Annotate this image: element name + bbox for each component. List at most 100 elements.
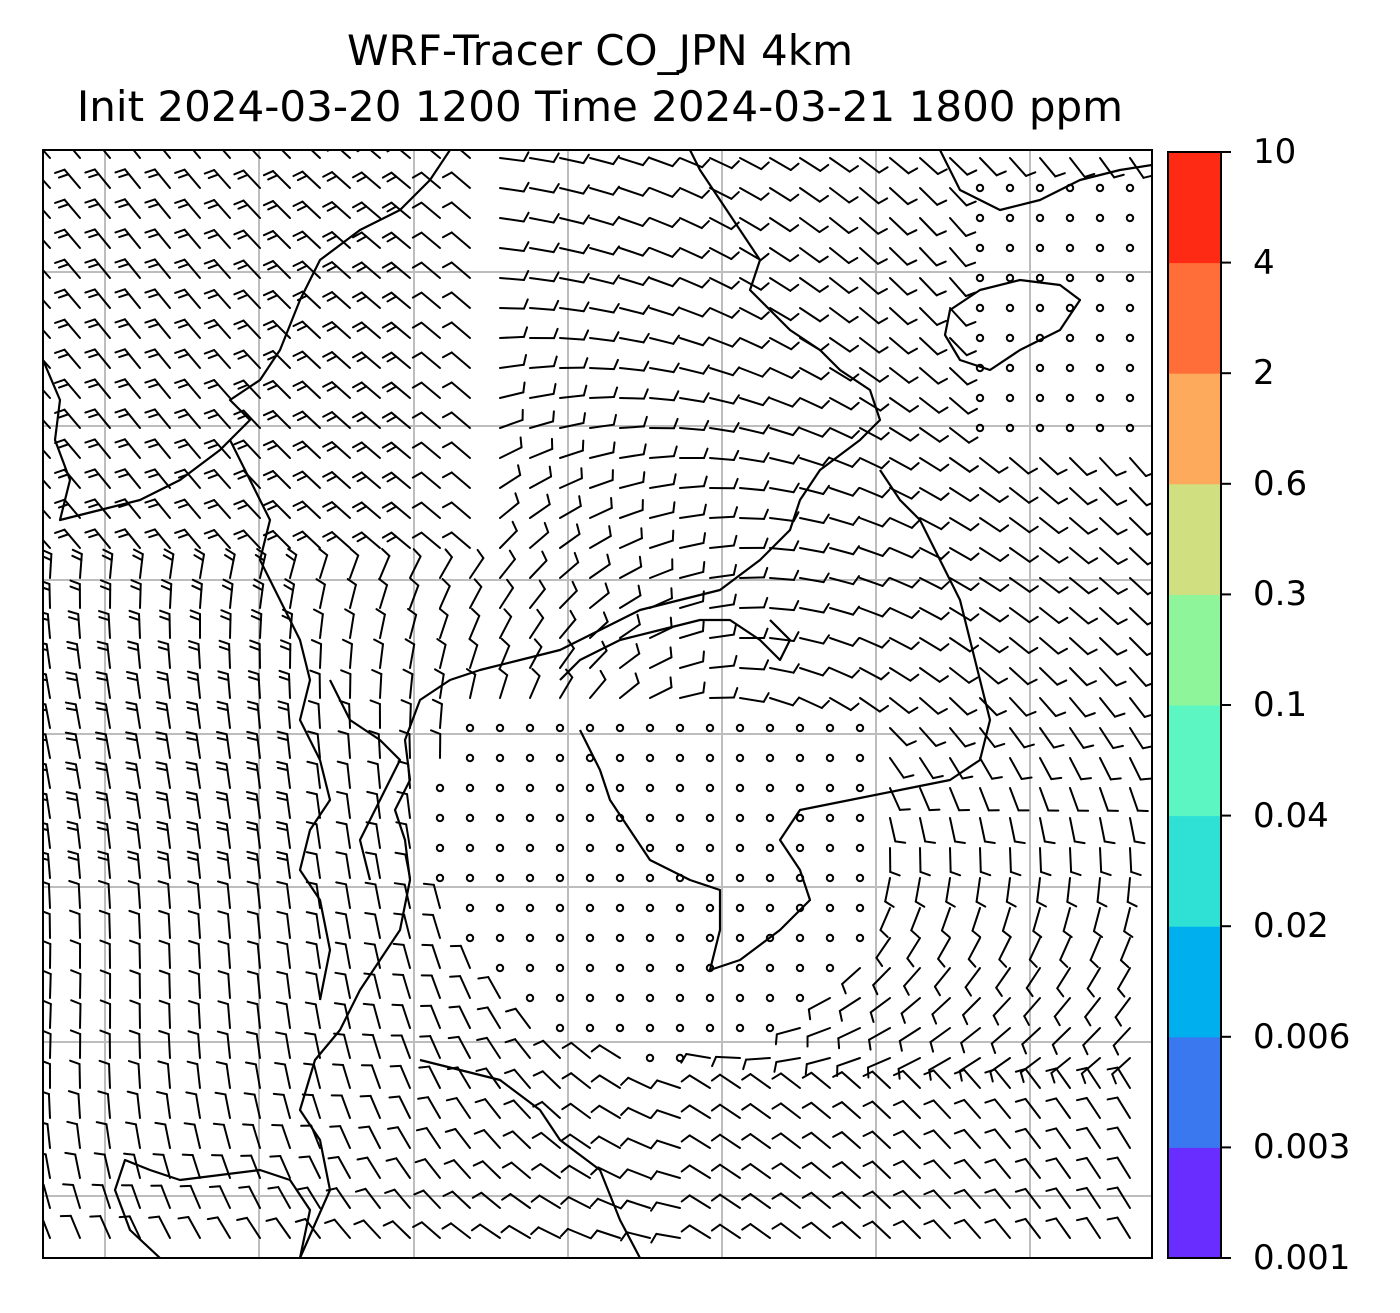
calm-wind-marker bbox=[585, 723, 595, 733]
wind-barb bbox=[559, 412, 586, 429]
wind-barb bbox=[953, 1068, 981, 1089]
wind-barb bbox=[769, 631, 800, 642]
calm-wind-marker bbox=[1035, 213, 1045, 223]
wind-barb bbox=[1039, 517, 1069, 534]
wind-barb bbox=[1119, 937, 1131, 969]
calm-wind-marker bbox=[645, 723, 655, 733]
wind-barb bbox=[859, 217, 888, 235]
wind-barb bbox=[54, 318, 81, 339]
wind-barb bbox=[741, 1193, 771, 1209]
wind-barb bbox=[472, 1160, 501, 1179]
calm-wind-marker bbox=[765, 903, 775, 913]
wind-barb bbox=[245, 1061, 261, 1089]
wind-barb bbox=[529, 550, 548, 579]
calm-wind-marker bbox=[855, 813, 865, 823]
wind-barb bbox=[187, 880, 201, 909]
wind-barb bbox=[799, 513, 830, 524]
calm-wind-marker bbox=[1065, 243, 1075, 253]
calm-wind-marker bbox=[1005, 393, 1015, 403]
wind-barb bbox=[43, 1152, 51, 1179]
wind-barb bbox=[1056, 967, 1071, 998]
wind-barb bbox=[650, 1201, 681, 1212]
calm-wind-marker bbox=[495, 753, 505, 763]
wind-barb bbox=[906, 937, 921, 968]
calm-wind-marker bbox=[1065, 183, 1075, 193]
wind-barb bbox=[292, 290, 321, 309]
calm-wind-marker bbox=[525, 873, 535, 883]
wind-barb bbox=[561, 1072, 591, 1089]
wind-barb bbox=[441, 411, 471, 429]
wind-barb bbox=[505, 1007, 531, 1029]
wind-barb bbox=[93, 1152, 111, 1179]
wind-barb bbox=[889, 187, 918, 206]
calm-wind-marker bbox=[675, 963, 685, 973]
wind-barb bbox=[188, 969, 201, 999]
wind-barb bbox=[243, 1092, 261, 1119]
wind-barb bbox=[95, 671, 111, 699]
wind-barb bbox=[841, 967, 861, 995]
calm-wind-marker bbox=[1125, 363, 1135, 373]
wind-barb bbox=[710, 1133, 741, 1149]
coastline-peninsula bbox=[579, 469, 992, 972]
wind-barb bbox=[801, 1131, 831, 1149]
wind-barb bbox=[174, 498, 201, 519]
wind-barb bbox=[769, 600, 800, 612]
wind-barb bbox=[233, 259, 261, 279]
calm-wind-marker bbox=[645, 873, 655, 883]
calm-wind-marker bbox=[765, 873, 775, 883]
wind-barb bbox=[306, 790, 321, 819]
wind-barb bbox=[868, 1027, 891, 1051]
wind-barb bbox=[447, 1035, 471, 1059]
wind-barb bbox=[329, 1125, 351, 1149]
wind-barb bbox=[216, 820, 231, 849]
wind-barb bbox=[889, 607, 920, 620]
wind-barb bbox=[1025, 967, 1041, 998]
wind-barb bbox=[387, 1126, 411, 1149]
wind-barb bbox=[336, 790, 351, 819]
wind-barb bbox=[91, 1183, 111, 1209]
wind-barb bbox=[649, 417, 679, 430]
wind-barb bbox=[1009, 547, 1039, 563]
wind-barb bbox=[1039, 667, 1068, 686]
calm-wind-marker bbox=[855, 753, 865, 763]
wind-barb bbox=[679, 187, 710, 199]
wind-barb bbox=[559, 580, 578, 609]
wind-barb bbox=[162, 150, 171, 159]
wind-barb bbox=[862, 1190, 891, 1209]
wind-barb bbox=[1129, 787, 1149, 812]
wind-barb bbox=[1069, 637, 1098, 656]
wind-barb bbox=[1069, 817, 1086, 845]
wind-barb bbox=[156, 820, 171, 849]
wind-barb bbox=[499, 436, 523, 459]
wind-barb bbox=[292, 170, 321, 189]
wind-barb bbox=[412, 1221, 441, 1239]
wind-barb bbox=[262, 230, 291, 249]
calm-wind-marker bbox=[1095, 243, 1105, 253]
calm-wind-marker bbox=[1125, 273, 1135, 283]
calm-wind-marker bbox=[435, 783, 445, 793]
wind-barb bbox=[114, 348, 141, 369]
wind-barb bbox=[246, 1000, 261, 1029]
calm-wind-marker bbox=[1125, 423, 1135, 433]
wind-barb bbox=[984, 1128, 1011, 1149]
wind-barb bbox=[889, 427, 920, 442]
calm-wind-marker bbox=[1005, 363, 1015, 373]
wind-barb bbox=[971, 907, 982, 939]
wind-barb bbox=[530, 1194, 561, 1209]
wind-barb bbox=[144, 258, 171, 279]
wind-barb bbox=[476, 1036, 501, 1059]
wind-barb bbox=[65, 761, 81, 789]
wind-barb bbox=[919, 367, 948, 385]
wind-barb bbox=[801, 1161, 831, 1179]
wind-barb bbox=[1075, 1066, 1101, 1089]
wind-barb bbox=[341, 638, 353, 669]
wind-barb bbox=[739, 452, 770, 463]
wind-barb bbox=[156, 670, 171, 699]
wind-barb bbox=[914, 877, 926, 908]
wind-barb bbox=[739, 508, 769, 520]
calm-wind-marker bbox=[825, 753, 835, 763]
wind-barb bbox=[217, 910, 231, 939]
wind-barb bbox=[829, 637, 861, 647]
wind-barb bbox=[307, 730, 321, 759]
calm-wind-marker bbox=[825, 873, 835, 883]
